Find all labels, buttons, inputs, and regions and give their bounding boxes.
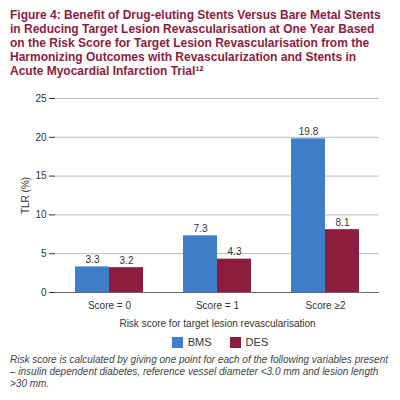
svg-text:5: 5 bbox=[41, 248, 47, 259]
svg-text:8.1: 8.1 bbox=[336, 217, 350, 228]
svg-text:15: 15 bbox=[35, 170, 47, 181]
svg-text:TLR (%): TLR (%) bbox=[20, 177, 31, 214]
svg-text:0: 0 bbox=[41, 287, 47, 298]
svg-text:3.2: 3.2 bbox=[120, 255, 134, 266]
svg-text:Score = 0: Score = 0 bbox=[88, 300, 132, 311]
svg-text:19.8: 19.8 bbox=[299, 126, 319, 137]
html-text:DES: DES bbox=[245, 336, 269, 348]
svg-text:4.3: 4.3 bbox=[228, 246, 242, 257]
html-text:Figure 4: Benefit of Drug-elut: Figure 4: Benefit of Drug-eluting Stents… bbox=[10, 8, 381, 78]
svg-text:3.3: 3.3 bbox=[86, 254, 100, 265]
svg-text:Score ≥2: Score ≥2 bbox=[306, 300, 346, 311]
html-text:BMS: BMS bbox=[187, 336, 212, 348]
svg-text:10: 10 bbox=[35, 209, 47, 220]
svg-text:20: 20 bbox=[35, 132, 47, 143]
svg-text:25: 25 bbox=[35, 93, 47, 104]
svg-text:Score = 1: Score = 1 bbox=[196, 300, 240, 311]
svg-text:Risk score for target lesion r: Risk score for target lesion revasculari… bbox=[119, 318, 315, 329]
html-text:Risk score is calculated by gi: Risk score is calculated by giving one p… bbox=[10, 354, 388, 389]
svg-text:7.3: 7.3 bbox=[194, 223, 208, 234]
